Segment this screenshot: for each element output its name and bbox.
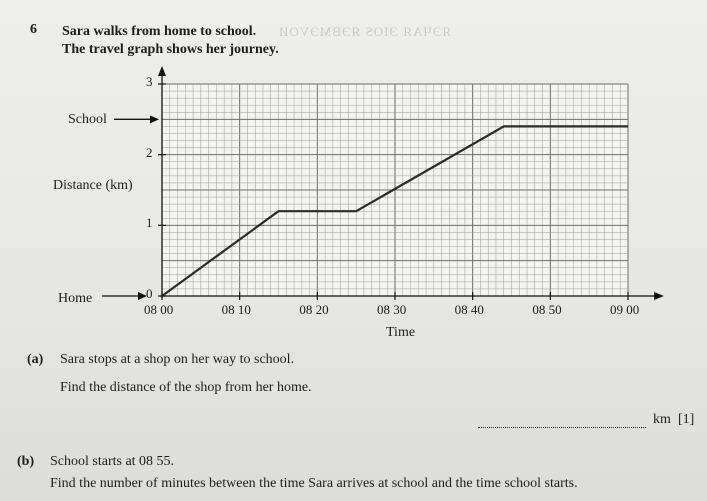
part-a-question: Find the distance of the shop from her h… — [60, 380, 312, 395]
question-intro: Sara walks from home to school. — [62, 24, 257, 39]
home-pointer-arrow — [138, 292, 147, 300]
home-annotation: Home — [58, 291, 93, 306]
y-axis-arrow — [158, 66, 166, 76]
answer-line-a[interactable] — [478, 419, 646, 428]
part-a-marks: [1] — [678, 412, 695, 427]
x-tick-label: 08 50 — [532, 302, 562, 317]
x-axis-arrow — [654, 292, 664, 300]
x-tick-label: 09 00 — [610, 302, 640, 317]
graph-axes — [102, 66, 664, 300]
graph-grid — [161, 83, 629, 297]
x-tick-label: 08 00 — [144, 302, 174, 317]
x-tick-label: 08 30 — [377, 302, 407, 317]
school-annotation: School — [68, 112, 107, 127]
y-tick-label: 2 — [146, 144, 153, 160]
x-tick-label: 08 10 — [221, 302, 251, 317]
journey-line — [161, 125, 628, 297]
x-tick-label: 08 20 — [299, 302, 329, 317]
question-intro-graph: The travel graph shows her journey. — [62, 42, 279, 57]
y-axis-label: Distance (km) — [53, 178, 133, 193]
y-tick-label: 3 — [146, 74, 153, 89]
question-number: 6 — [30, 22, 37, 37]
y-tick-label: 1 — [146, 215, 153, 231]
travel-graph — [102, 66, 664, 300]
x-tick-label: 08 40 — [454, 302, 484, 317]
part-a-label: (a) — [27, 352, 44, 367]
part-a-unit: km — [653, 412, 671, 427]
part-b-question: Find the number of minutes between the t… — [50, 476, 578, 491]
school-pointer-arrow — [150, 115, 159, 124]
part-b-text: School starts at 08 55. — [50, 454, 175, 469]
part-a-text: Sara stops at a shop on her way to schoo… — [60, 352, 295, 367]
x-axis-label: Time — [386, 325, 416, 340]
y-tick-label: 0 — [146, 286, 153, 301]
part-b-label: (b) — [17, 454, 35, 469]
graph-marks — [161, 125, 628, 297]
